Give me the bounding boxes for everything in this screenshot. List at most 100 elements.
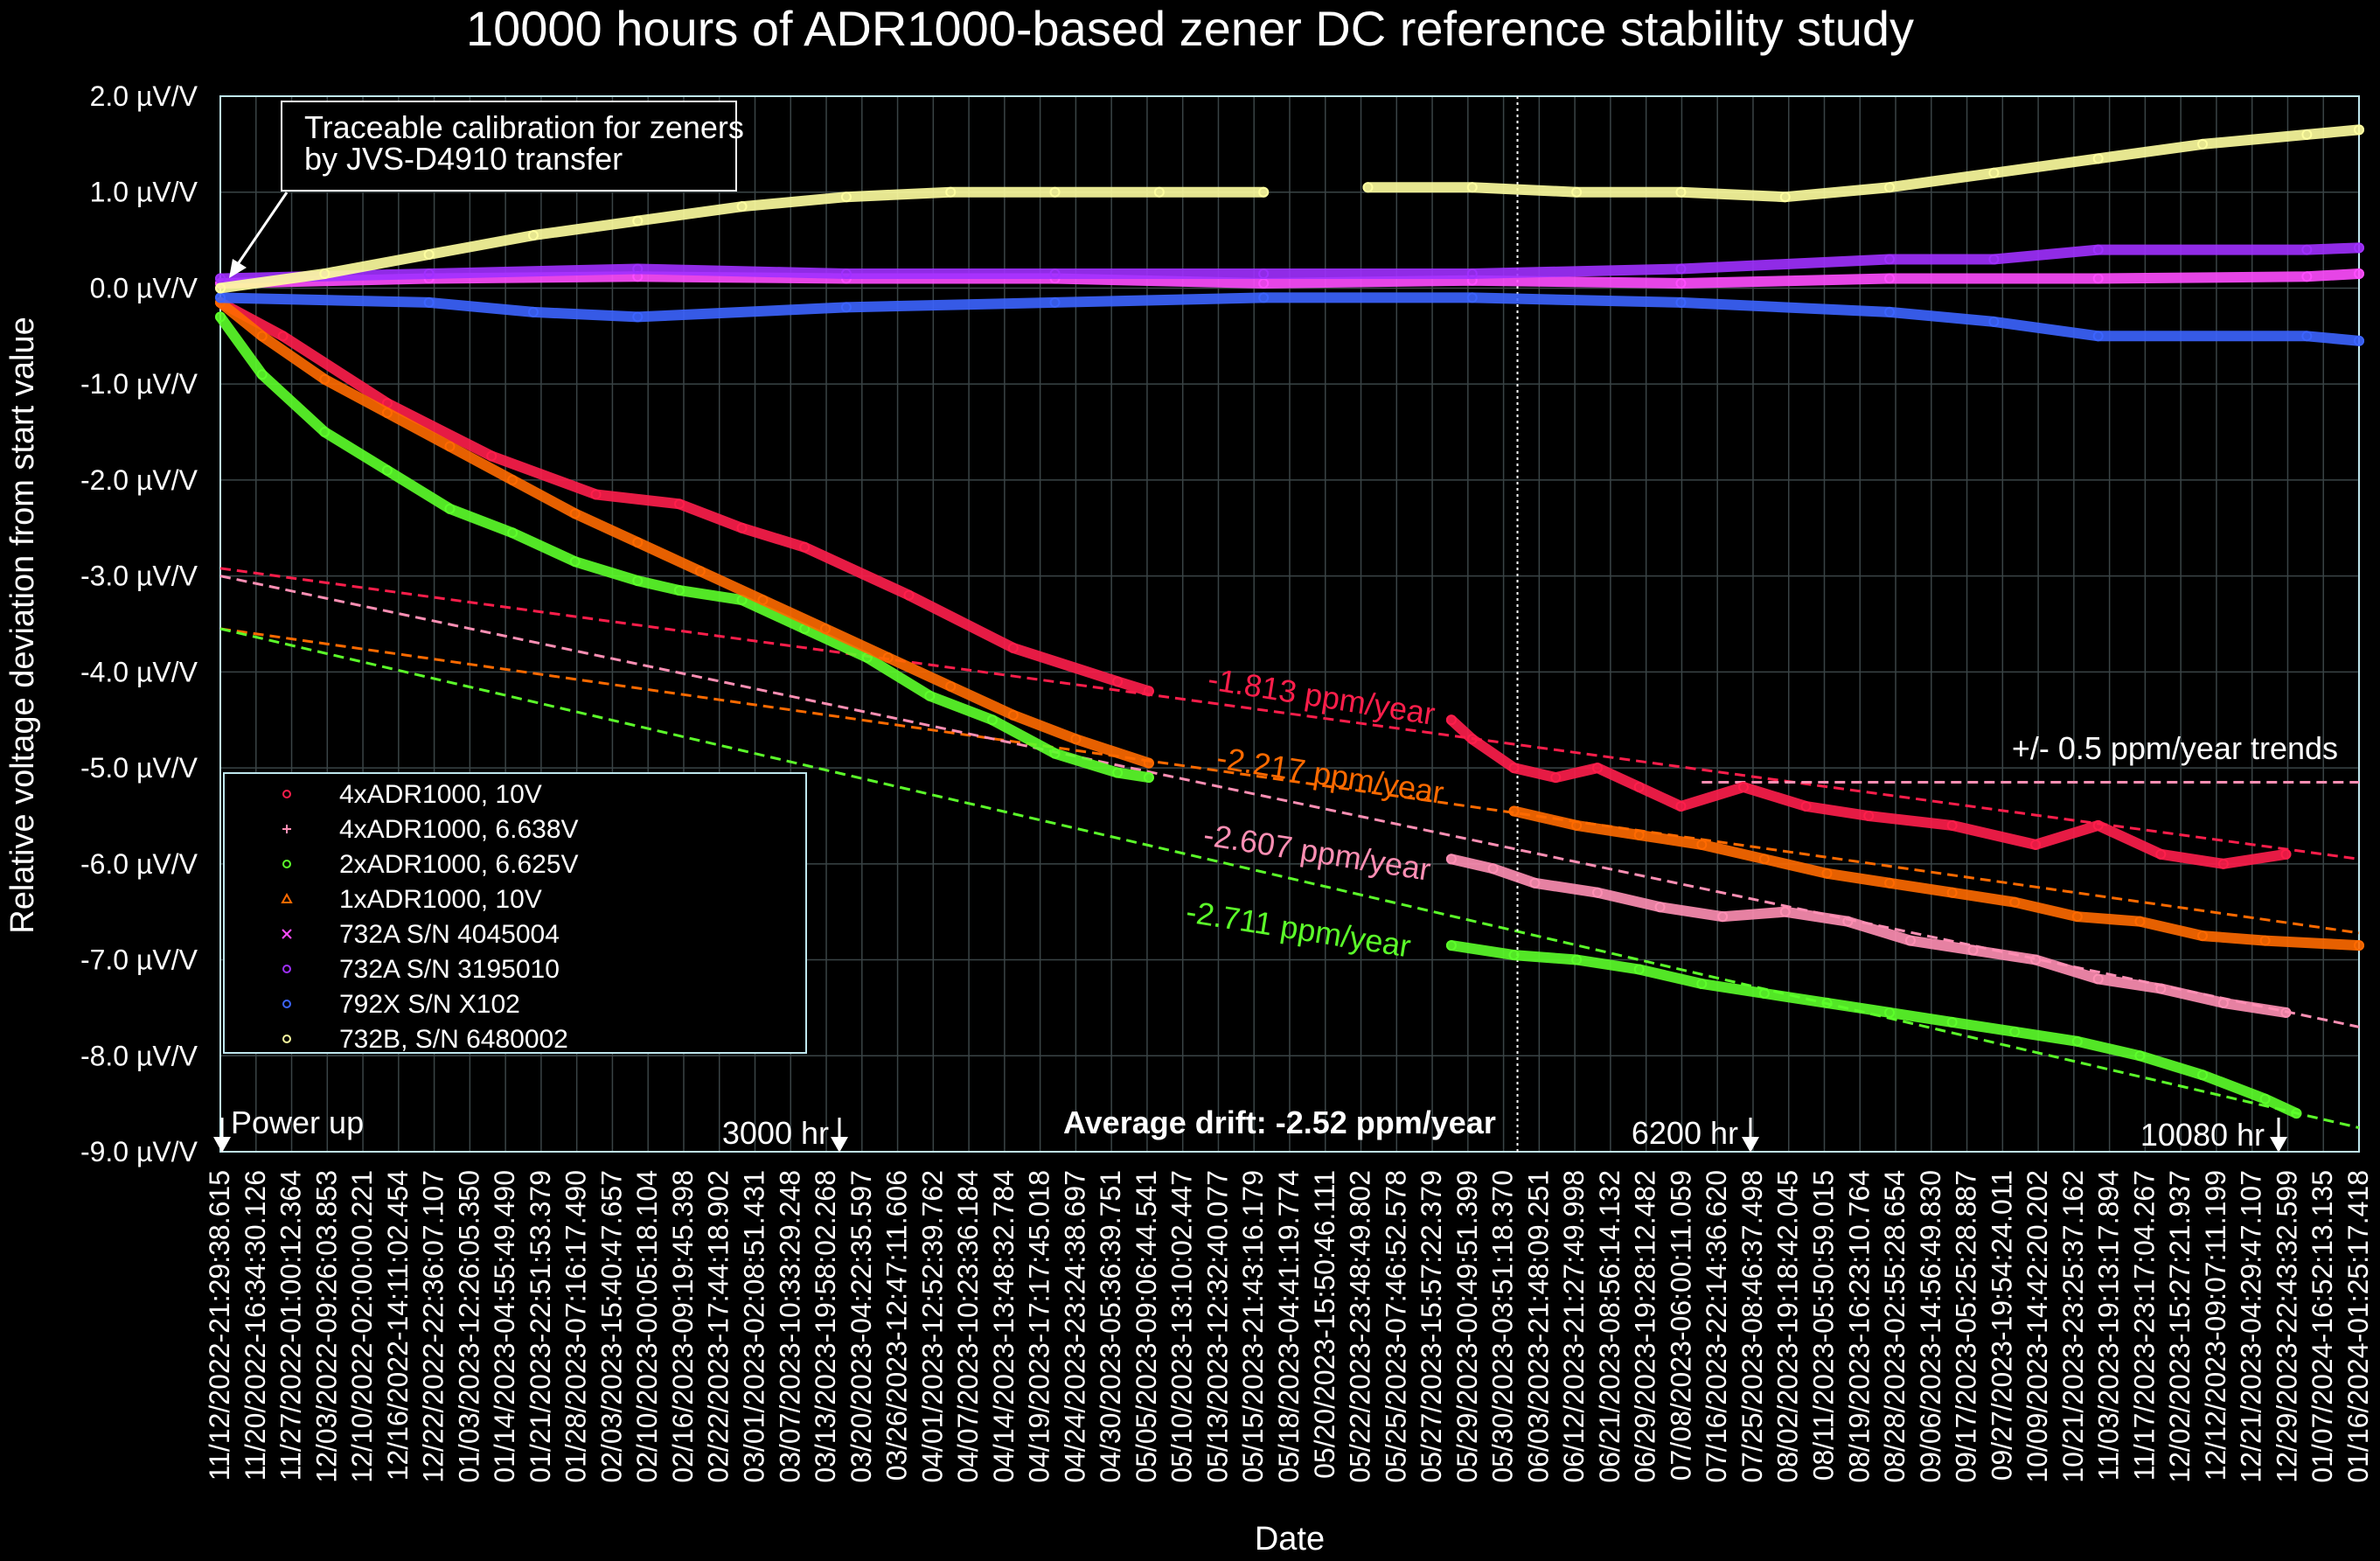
data-point <box>2134 916 2146 927</box>
x-tick-label: 04/07/2023-10:23:36.184 <box>952 1170 984 1483</box>
series-band <box>215 311 1154 784</box>
data-point <box>1049 748 1061 759</box>
data-point <box>632 263 644 275</box>
data-point <box>1007 709 1019 721</box>
data-point <box>840 268 852 279</box>
average-drift-label: Average drift: -2.52 ppm/year <box>1063 1105 1496 1140</box>
data-point <box>1675 277 1687 289</box>
x-tick-label: 04/19/2023-17:17:45.018 <box>1024 1170 1055 1483</box>
data-point <box>1508 763 1520 774</box>
data-point <box>1143 772 1154 784</box>
y-tick-label: -4.0 µV/V <box>80 656 198 687</box>
data-point <box>1821 868 1833 879</box>
series-band <box>215 296 1154 769</box>
y-tick-labels: 2.0 µV/V 1.0 µV/V 0.0 µV/V -1.0 µV/V -2.0 µV… <box>80 80 198 1167</box>
x-tick-label: 05/20/2023-15:50:46.111 <box>1309 1170 1340 1479</box>
x-tick-label: 02/16/2023-09:19:45.398 <box>667 1170 699 1483</box>
data-point <box>2301 129 2313 140</box>
x-tick-label: 11/20/2022-16:34:30.126 <box>240 1170 271 1481</box>
x-tick-label: 06/29/2023-19:28:12.482 <box>1630 1170 1661 1483</box>
data-point <box>1571 819 1583 831</box>
data-point <box>903 589 915 601</box>
y-tick-label: -6.0 µV/V <box>80 848 198 880</box>
data-point <box>736 201 748 213</box>
data-point <box>2301 331 2313 342</box>
y-tick-label: -1.0 µV/V <box>80 368 198 400</box>
series-band <box>215 242 2364 284</box>
data-point <box>820 623 832 634</box>
y-tick-label: -2.0 µV/V <box>80 464 198 496</box>
x-tick-label: 08/19/2023-16:23:10.764 <box>1843 1170 1875 1483</box>
series-6 <box>215 292 2364 346</box>
data-point <box>1258 186 1270 198</box>
series-band <box>215 292 2364 346</box>
data-point <box>423 249 435 261</box>
data-point <box>507 527 518 539</box>
data-point <box>1779 906 1791 917</box>
data-point <box>215 311 226 323</box>
data-point <box>2354 268 2364 279</box>
data-point <box>2354 335 2364 346</box>
data-point <box>945 680 957 692</box>
legend-entry: 732A S/N 3195010 <box>339 955 560 984</box>
x-tick-label: 11/17/2023-23:17:04.267 <box>2128 1170 2160 1481</box>
series-band <box>215 296 1154 697</box>
data-point <box>1946 819 1958 831</box>
trend-line <box>219 627 2360 1130</box>
data-point <box>1821 997 1833 1008</box>
x-tick-label: 06/03/2023-21:48:09.251 <box>1522 1170 1554 1483</box>
trend-line <box>219 627 2360 935</box>
data-point <box>1633 782 1645 793</box>
data-point <box>319 268 331 279</box>
series-1 <box>1445 854 2292 1018</box>
data-point <box>1884 306 1896 317</box>
data-point <box>2301 271 2313 282</box>
data-point <box>486 450 498 462</box>
series-band <box>1362 124 2364 203</box>
data-point <box>2197 1070 2209 1081</box>
data-point <box>1445 940 1457 951</box>
data-point <box>1508 805 1520 817</box>
x-tick-labels: 11/12/2022-21:29:38.615 11/20/2022-16:34:… <box>204 1170 2374 1483</box>
x-tick-label: 01/07/2024-16:52:13.135 <box>2307 1170 2338 1483</box>
x-tick-label: 01/28/2023-07:16:17.490 <box>560 1170 592 1483</box>
data-point <box>1049 268 1061 279</box>
data-point <box>1884 273 1896 284</box>
y-tick-label: -5.0 µV/V <box>80 752 198 784</box>
series-band <box>1508 805 2364 951</box>
data-point <box>507 474 518 485</box>
legend-box <box>223 772 807 1054</box>
data-point <box>1550 772 1562 784</box>
legend-entry: 732A S/N 4045004 <box>339 920 560 949</box>
x-tick-label: 05/29/2023-00:49:51.399 <box>1451 1170 1483 1483</box>
x-tick-label: 12/10/2022-02:00:00.221 <box>346 1170 378 1483</box>
x-tick-label: 01/16/2024-01:25:17.418 <box>2342 1170 2374 1483</box>
data-point <box>1675 800 1687 812</box>
data-point <box>2217 997 2229 1008</box>
legend-marker <box>281 892 293 903</box>
data-point <box>2291 1108 2302 1119</box>
data-point <box>423 268 435 279</box>
legend-marker <box>282 825 291 833</box>
data-point <box>1675 296 1687 308</box>
data-point <box>1884 1007 1896 1018</box>
x-tick-label: 05/27/2023-15:57:22.379 <box>1416 1170 1447 1483</box>
data-point <box>1508 950 1520 961</box>
data-point <box>1884 182 1896 193</box>
hour-marker-label: 3000 hr <box>722 1115 829 1151</box>
data-point <box>2197 930 2209 942</box>
data-point <box>2030 954 2042 965</box>
data-point <box>1143 757 1154 769</box>
x-tick-label: 11/27/2022-01:00:12.364 <box>275 1170 307 1481</box>
x-tick-label: 01/14/2023-04:55:49.490 <box>489 1170 520 1483</box>
data-point <box>2280 848 2292 860</box>
data-point <box>1633 964 1645 975</box>
data-point <box>2071 1035 2083 1047</box>
legend-marker <box>282 860 291 868</box>
data-point <box>444 441 456 452</box>
data-point <box>569 508 581 519</box>
trend-lines <box>219 96 2360 1152</box>
data-point <box>2092 973 2104 985</box>
data-point <box>1466 734 1478 745</box>
data-point <box>1362 182 1374 193</box>
